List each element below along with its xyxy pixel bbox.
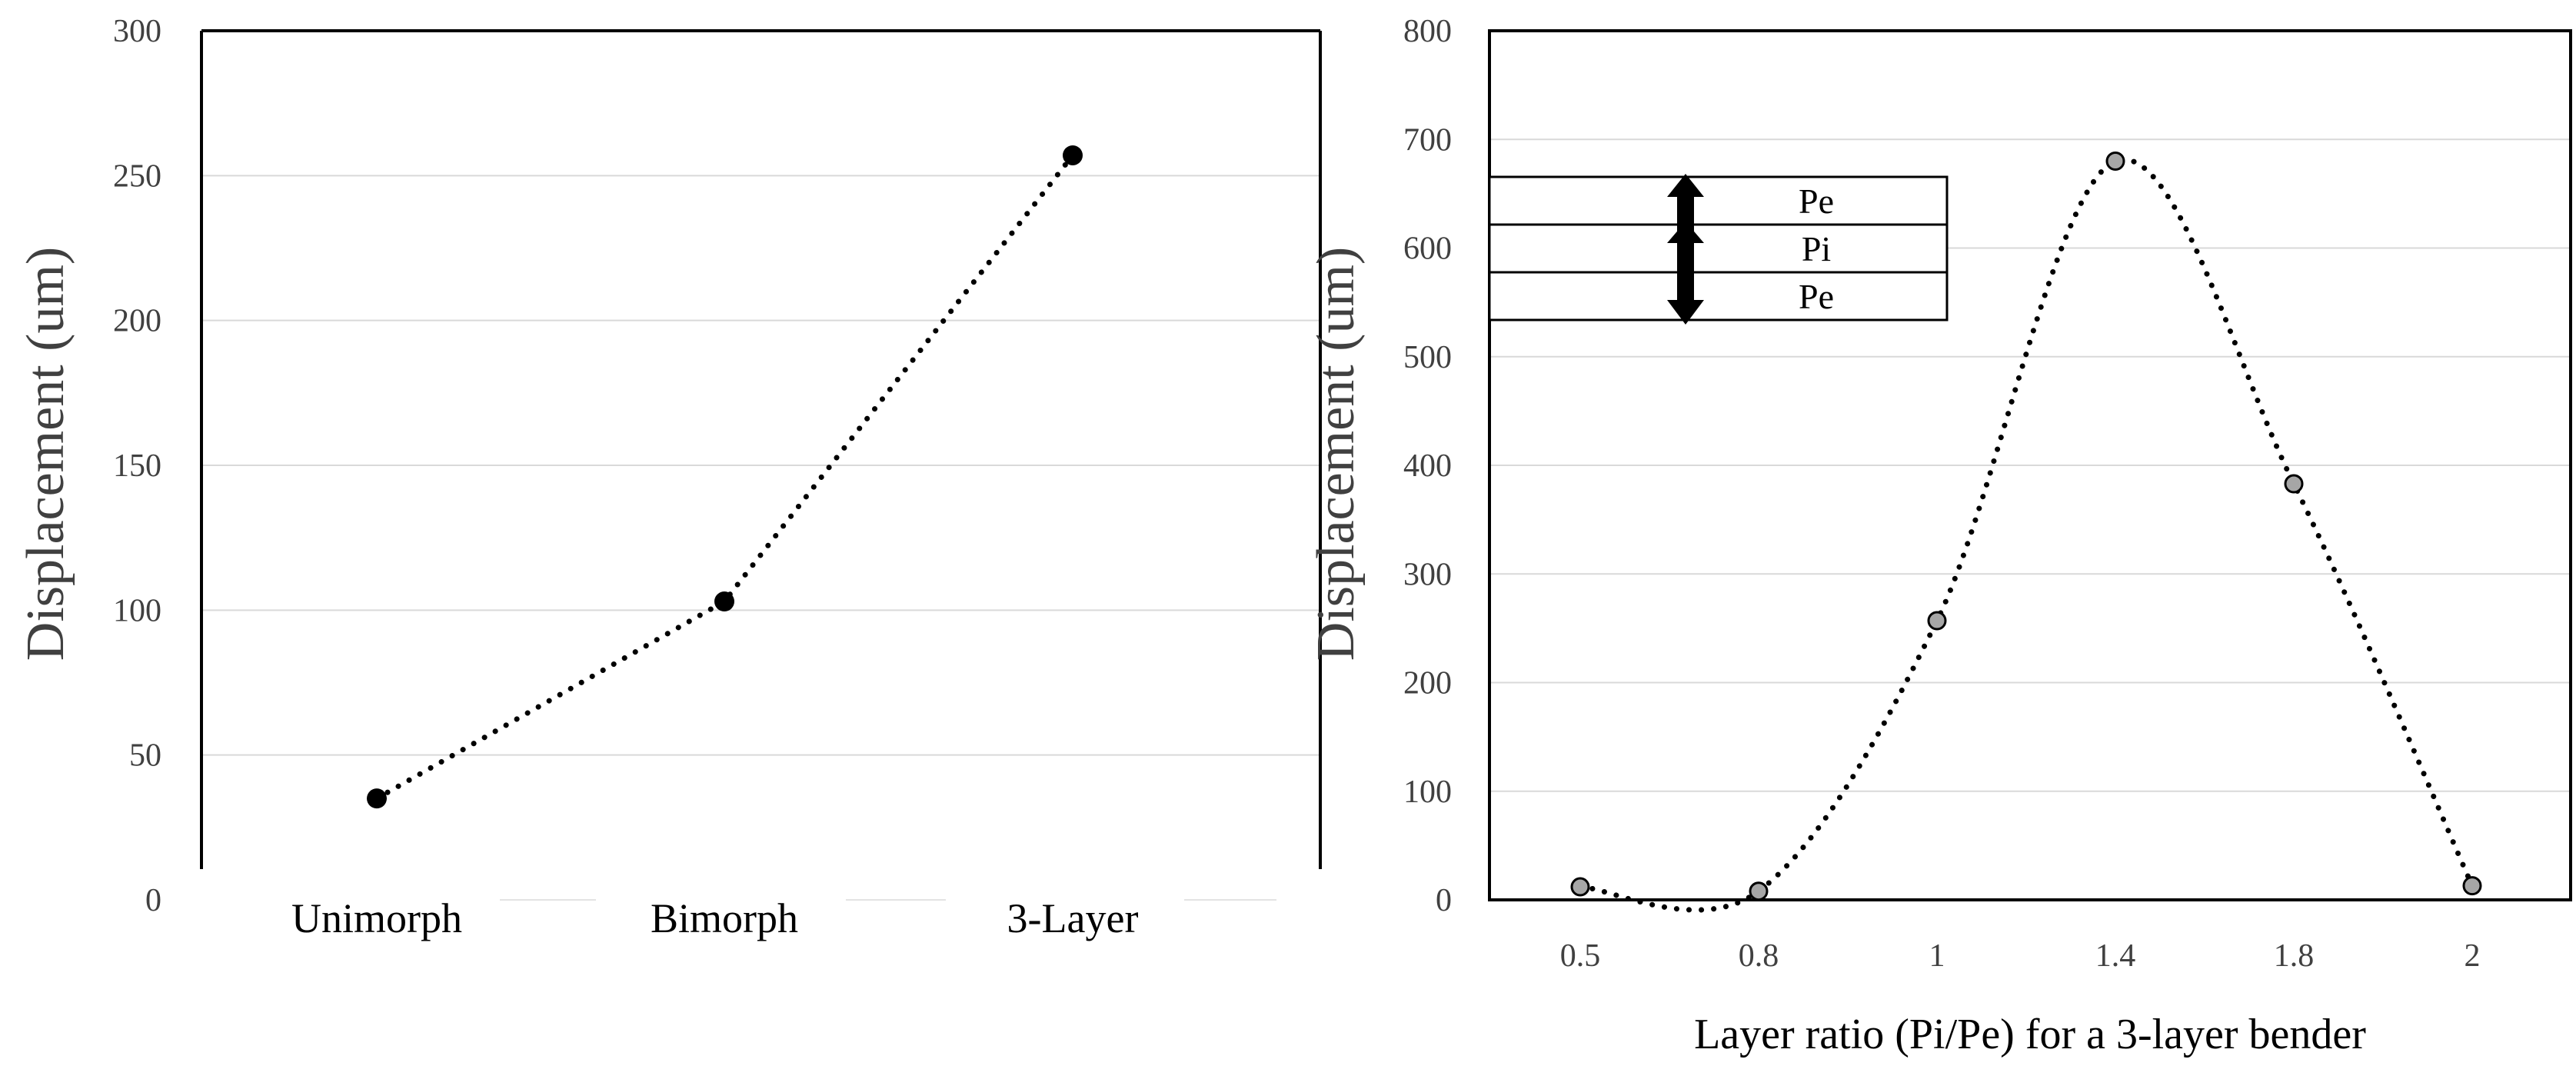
- left-axes: [200, 29, 1322, 869]
- right-plot-border: [1488, 29, 2572, 901]
- right-y-axis-label: Displacement (um): [1306, 247, 1366, 661]
- left-y-tick-label: 300: [113, 14, 161, 49]
- right-data-point: [1570, 877, 1590, 897]
- right-y-tick-label: 700: [1403, 122, 1452, 158]
- right-data-point: [1927, 611, 1947, 631]
- inset-layer-bottom: [1488, 271, 1949, 321]
- layer-stack-inset: Pe Pi Pe: [1488, 174, 1949, 325]
- inset-label-bottom: Pe: [1799, 277, 1834, 316]
- left-y-tick-label: 150: [113, 448, 161, 484]
- left-y-tick-labels: 0 50 100 150 200 250 300: [113, 14, 161, 918]
- right-y-tick-label: 200: [1403, 666, 1452, 701]
- right-y-tick-label: 400: [1403, 448, 1452, 484]
- left-y-tick-label: 200: [113, 304, 161, 339]
- double-arrow-icon: [1667, 174, 1704, 325]
- right-x-tick-label: 2: [2465, 938, 2481, 974]
- left-y-tick-label: 100: [113, 593, 161, 628]
- left-x-tick-labels: Unimorph Bimorph 3-Layer: [291, 895, 1138, 941]
- left-data-point: [1063, 145, 1083, 165]
- right-y-tick-label: 0: [1436, 883, 1452, 918]
- left-gridlines: [201, 175, 1320, 901]
- left-x-tick-label: Bimorph: [651, 895, 798, 941]
- left-y-tick-label: 250: [113, 158, 161, 194]
- inset-label-middle: Pi: [1802, 229, 1831, 268]
- left-data-points: [367, 145, 1083, 809]
- right-x-tick-label: 1.8: [2274, 938, 2315, 974]
- right-data-point: [1749, 881, 1769, 901]
- right-data-points: [1570, 152, 2482, 901]
- right-x-tick-labels: 0.5 0.8 1 1.4 1.8 2: [1560, 938, 2481, 974]
- left-chart: 0 50 100 150 200 250 300 Unimorph Bimorph 3-Laye…: [16, 14, 1322, 941]
- right-gridlines: [1489, 138, 2571, 792]
- right-axes: [1488, 29, 2572, 901]
- right-data-point: [2284, 474, 2304, 494]
- right-x-tick-label: 1: [1929, 938, 1945, 974]
- inset-label-top: Pe: [1799, 182, 1834, 221]
- right-x-tick-label: 0.8: [1739, 938, 1779, 974]
- right-y-tick-label: 100: [1403, 775, 1452, 810]
- right-chart: 0 100 200 300 400 500 600 700 800 0.5 0.8 1 1.4 1.8 2…: [1306, 14, 2572, 1058]
- right-x-tick-label: 1.4: [2095, 938, 2136, 974]
- left-x-tick-label: 3-Layer: [1007, 895, 1139, 941]
- left-y-axis-label: Displacement (um): [16, 247, 75, 661]
- right-y-tick-label: 800: [1403, 14, 1452, 49]
- left-series-line: [374, 152, 1076, 801]
- left-y-tick-label: 50: [129, 738, 161, 774]
- right-y-tick-label: 500: [1403, 340, 1452, 375]
- right-y-tick-label: 600: [1403, 232, 1452, 267]
- inset-layer-top: [1488, 175, 1949, 226]
- right-data-point: [2462, 876, 2482, 896]
- right-x-tick-label: 0.5: [1560, 938, 1601, 974]
- inset-layer-middle: [1488, 223, 1949, 274]
- left-data-point: [714, 591, 734, 612]
- left-y-tick-label: 0: [145, 883, 161, 918]
- right-x-axis-label: Layer ratio (Pi/Pe) for a 3-layer bender: [1694, 1011, 2366, 1058]
- left-x-tick-label: Unimorph: [291, 895, 462, 941]
- right-y-tick-labels: 0 100 200 300 400 500 600 700 800: [1403, 14, 1452, 918]
- right-series-curve: [1577, 156, 2475, 913]
- right-y-tick-label: 300: [1403, 557, 1452, 592]
- left-data-point: [367, 788, 387, 809]
- right-data-point: [2105, 152, 2125, 171]
